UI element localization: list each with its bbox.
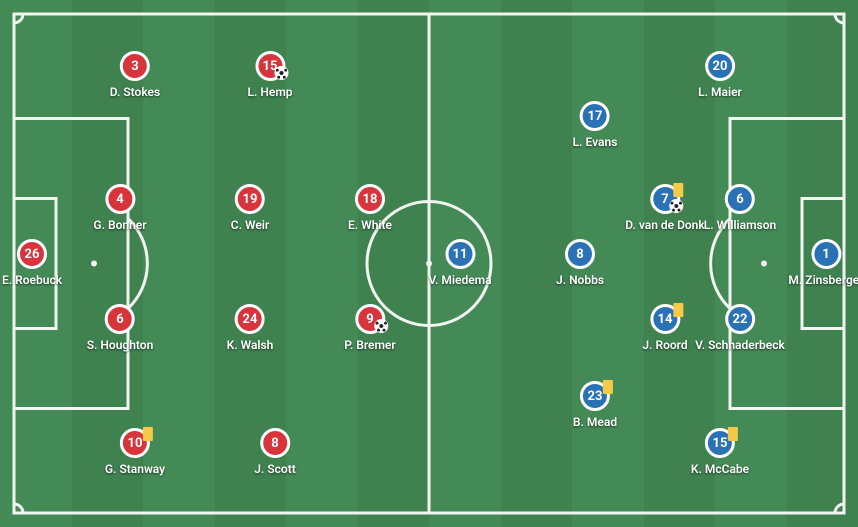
player-name: L. Williamson — [704, 218, 776, 232]
player-marker: 14 — [650, 304, 680, 334]
player-marker: 18 — [355, 184, 385, 214]
player-marker: 20 — [705, 51, 735, 81]
player: 18 E. White — [348, 184, 392, 232]
player-name: D. van de Donk — [625, 218, 704, 232]
goal-icon — [274, 66, 288, 80]
player-marker: 11 — [445, 239, 475, 269]
player: 26 E. Roebuck — [2, 239, 62, 287]
player-marker: 8 — [260, 428, 290, 458]
player: 6 S. Houghton — [87, 304, 154, 352]
pitch-stripe — [286, 0, 358, 527]
player: 14 J. Roord — [642, 304, 687, 352]
pitch-stripe — [358, 0, 430, 527]
yellow-card-icon — [673, 303, 683, 317]
player: 17 L. Evans — [573, 101, 618, 149]
player-name: V. Miedema — [428, 273, 491, 287]
player-name: C. Weir — [231, 218, 269, 232]
player: 7 D. van de Donk — [625, 184, 704, 232]
player-name: M. Zinsberger — [788, 273, 858, 287]
player-name: K. Walsh — [227, 338, 274, 352]
player-name: P. Bremer — [344, 338, 395, 352]
player-marker: 22 — [725, 304, 755, 334]
goal-icon — [669, 199, 683, 213]
player-marker: 7 — [650, 184, 680, 214]
yellow-card-icon — [143, 427, 153, 441]
player: 9 P. Bremer — [344, 304, 395, 352]
player-marker: 8 — [565, 239, 595, 269]
player-marker: 4 — [105, 184, 135, 214]
player-name: G. Stanway — [105, 462, 165, 476]
goal-icon — [374, 319, 388, 333]
player-marker: 6 — [105, 304, 135, 334]
player: 6 L. Williamson — [704, 184, 776, 232]
player-marker: 19 — [235, 184, 265, 214]
player-marker: 23 — [580, 381, 610, 411]
player-name: K. McCabe — [691, 462, 749, 476]
player: 11 V. Miedema — [428, 239, 491, 287]
player: 23 B. Mead — [573, 381, 617, 429]
yellow-card-icon — [728, 427, 738, 441]
player: 10 G. Stanway — [105, 428, 165, 476]
yellow-card-icon — [673, 183, 683, 197]
player-name: J. Roord — [642, 338, 687, 352]
player-marker: 6 — [725, 184, 755, 214]
player-name: G. Bonner — [93, 218, 146, 232]
player: 24 K. Walsh — [227, 304, 274, 352]
player-name: B. Mead — [573, 415, 617, 429]
football-pitch: 26 E. Roebuck 3 D. Stokes 4 G. Bonner 6 S. Houg… — [0, 0, 858, 527]
player: 8 J. Nobbs — [556, 239, 604, 287]
player-name: L. Hemp — [247, 85, 292, 99]
player: 1 M. Zinsberger — [788, 239, 858, 287]
player: 15 L. Hemp — [247, 51, 292, 99]
player-marker: 26 — [17, 239, 47, 269]
player-marker: 17 — [580, 101, 610, 131]
player-name: L. Maier — [698, 85, 742, 99]
player-name: D. Stokes — [110, 85, 160, 99]
player-marker: 10 — [120, 428, 150, 458]
player-name: J. Nobbs — [556, 273, 604, 287]
player-marker: 15 — [255, 51, 285, 81]
player: 15 K. McCabe — [691, 428, 749, 476]
player: 19 C. Weir — [231, 184, 269, 232]
player-name: S. Houghton — [87, 338, 154, 352]
player: 8 J. Scott — [254, 428, 296, 476]
player-marker: 1 — [811, 239, 841, 269]
player-name: V. Schnaderbeck — [695, 338, 785, 352]
player-marker: 9 — [355, 304, 385, 334]
yellow-card-icon — [603, 380, 613, 394]
player: 20 L. Maier — [698, 51, 742, 99]
player-name: E. White — [348, 218, 392, 232]
player: 22 V. Schnaderbeck — [695, 304, 785, 352]
player: 3 D. Stokes — [110, 51, 160, 99]
player-name: E. Roebuck — [2, 273, 62, 287]
player-name: L. Evans — [573, 135, 618, 149]
player-marker: 15 — [705, 428, 735, 458]
player-marker: 24 — [235, 304, 265, 334]
player: 4 G. Bonner — [93, 184, 146, 232]
player-marker: 3 — [120, 51, 150, 81]
player-name: J. Scott — [254, 462, 296, 476]
